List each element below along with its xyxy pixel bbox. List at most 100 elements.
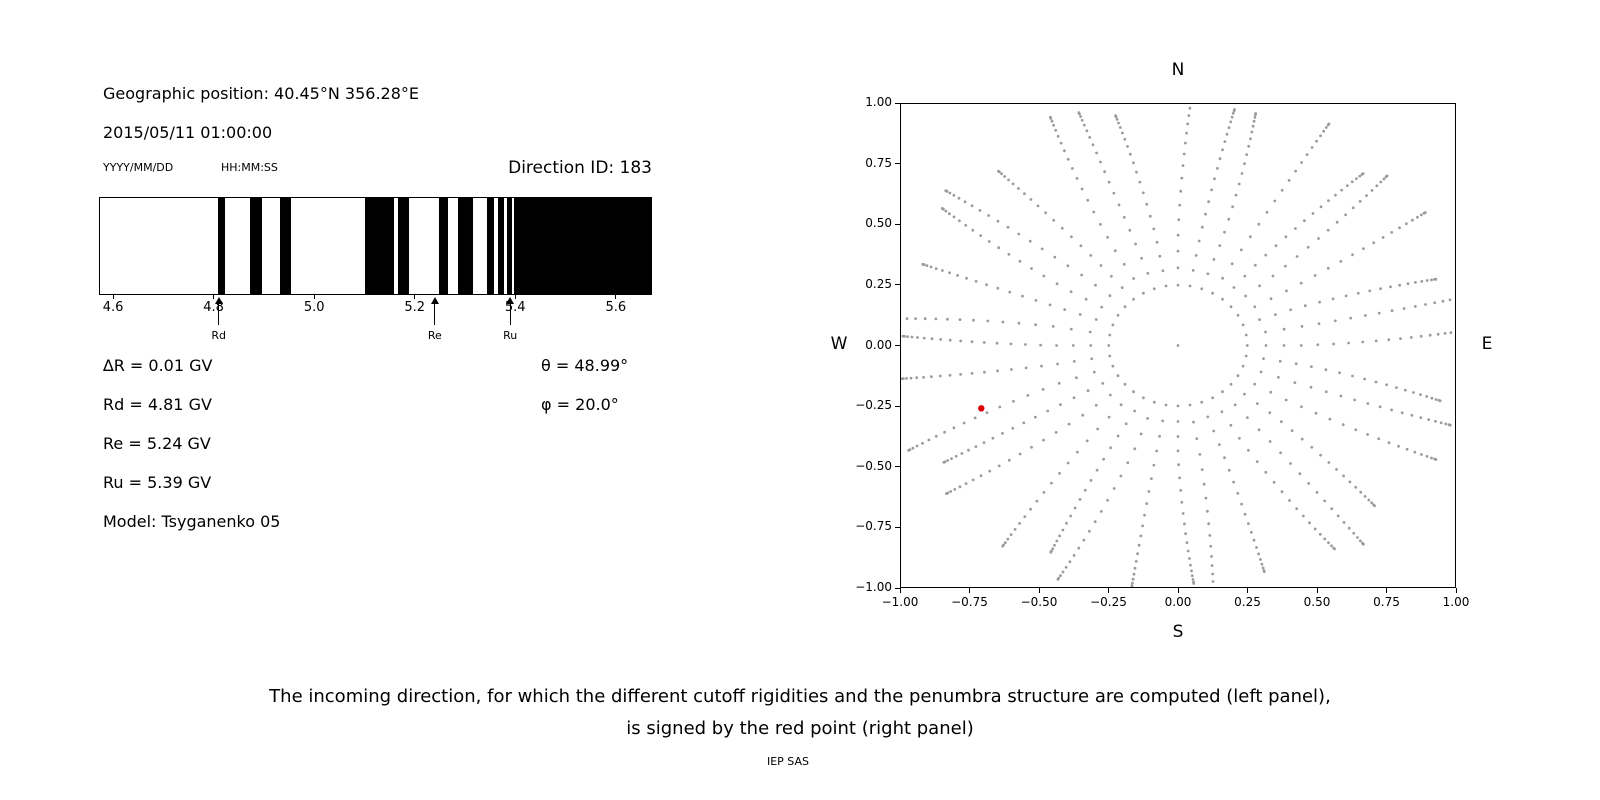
scatter-dot [1179,189,1183,193]
scatter-dot [1340,188,1344,192]
y-tick-mark [895,345,900,346]
scatter-dot [1067,422,1071,426]
scatter-dot [1176,420,1180,423]
scatter-dot [914,317,917,320]
scatter-dot [1078,313,1082,316]
scatter-dot [996,219,1000,223]
scatter-dot [1119,403,1123,407]
penumbra-chart [99,197,652,295]
scatter-dot [901,334,905,338]
scatter-dot [1253,305,1257,309]
rd-arrow-shaft [218,304,220,325]
scatter-dot [1030,445,1033,449]
scatter-dot [1246,416,1249,419]
scatter-dot [1247,144,1251,148]
scatter-dot [1374,339,1378,343]
scatter-dot [1116,313,1120,317]
scatter-dot [1327,199,1330,202]
scatter-dot [1177,218,1181,222]
scatter-dot [1099,223,1102,226]
scatter-dot [1081,413,1085,417]
scatter-dot [1289,308,1292,312]
scatter-dot [930,337,934,341]
scatter-dot [1013,528,1017,531]
scatter-dot [1352,531,1356,535]
scatter-dot [1211,572,1214,576]
scatter-dot [1177,463,1180,467]
scatter-dot [1126,461,1130,465]
scatter-dot [1076,450,1079,454]
scatter-dot [1063,308,1067,311]
scatter-dot [1128,152,1132,156]
scatter-dot [1284,235,1288,239]
scatter-dot [1059,574,1062,577]
x-tick-mark [313,295,315,299]
scatter-dot [1123,305,1127,309]
scatter-dot [1017,187,1020,190]
scatter-dot [946,459,950,462]
x-tick-mark [112,295,114,299]
scatter-dot [1079,115,1082,118]
scatter-dot [1262,357,1265,360]
scatter-dot [1183,522,1186,526]
scatter-dot [1374,380,1378,384]
ru-value: Ru = 5.39 GV [103,473,212,492]
scatter-dot [1185,131,1188,135]
scatter-dot [1287,179,1291,182]
direction-y-axis-labels: 1.00 0.75 0.50 0.25 0.00 −0.25 −0.50 −0.75 −1.00 [838,95,892,594]
scatter-dot [1023,515,1027,518]
scatter-dot [1434,277,1438,281]
scatter-dot [1324,390,1328,394]
scatter-dot [1294,362,1298,366]
scatter-dot [1034,323,1037,327]
scatter-dot [1069,290,1073,294]
scatter-dot [1184,141,1187,145]
scatter-dot [1208,534,1212,537]
scatter-dot [1112,191,1116,195]
scatter-dot [1085,129,1089,133]
x-tick-mark [1386,588,1387,593]
scatter-dot [1122,262,1126,266]
scatter-dot [1077,546,1081,550]
scatter-dot [973,416,977,420]
y-tick-mark [895,284,900,286]
scatter-dot [921,441,924,445]
scatter-dot [1259,558,1262,561]
scatter-dot [1449,331,1453,334]
scatter-dot [929,265,933,269]
scatter-dot [1227,217,1231,221]
scatter-dot [1318,300,1321,304]
scatter-dot [1301,514,1305,518]
scatter-dot [1066,264,1070,268]
scatter-dot [1095,468,1099,472]
y-tick-mark [895,405,900,407]
scatter-dot [1158,254,1162,258]
scatter-dot [970,204,974,208]
scatter-dot [1339,260,1343,263]
scatter-dot [1261,566,1265,570]
y-tick-label: −0.50 [855,458,892,473]
scatter-dot [1427,418,1430,421]
scatter-dot [1085,439,1089,443]
re-marker-label: Re [427,329,442,342]
scatter-dot [1075,177,1079,180]
scatter-dot [1309,385,1313,389]
penumbra-band [457,198,473,294]
scatter-dot [1192,420,1195,424]
scatter-dot [1146,271,1150,275]
scatter-dot [1253,116,1257,119]
scatter-dot [1030,267,1033,270]
scatter-dot [1040,364,1043,368]
re-value: Re = 5.24 GV [103,434,211,453]
scatter-dot [1155,449,1159,453]
scatter-dot [1389,285,1392,289]
scatter-dot [1230,115,1234,119]
x-tick-mark [899,588,901,593]
scatter-dot [1022,421,1026,425]
scatter-dot [1018,259,1022,263]
scatter-dot [1399,337,1402,340]
scatter-dot [1364,314,1367,317]
x-tick-mark [414,295,416,299]
scatter-dot [1088,529,1091,533]
scatter-dot [1341,423,1345,426]
